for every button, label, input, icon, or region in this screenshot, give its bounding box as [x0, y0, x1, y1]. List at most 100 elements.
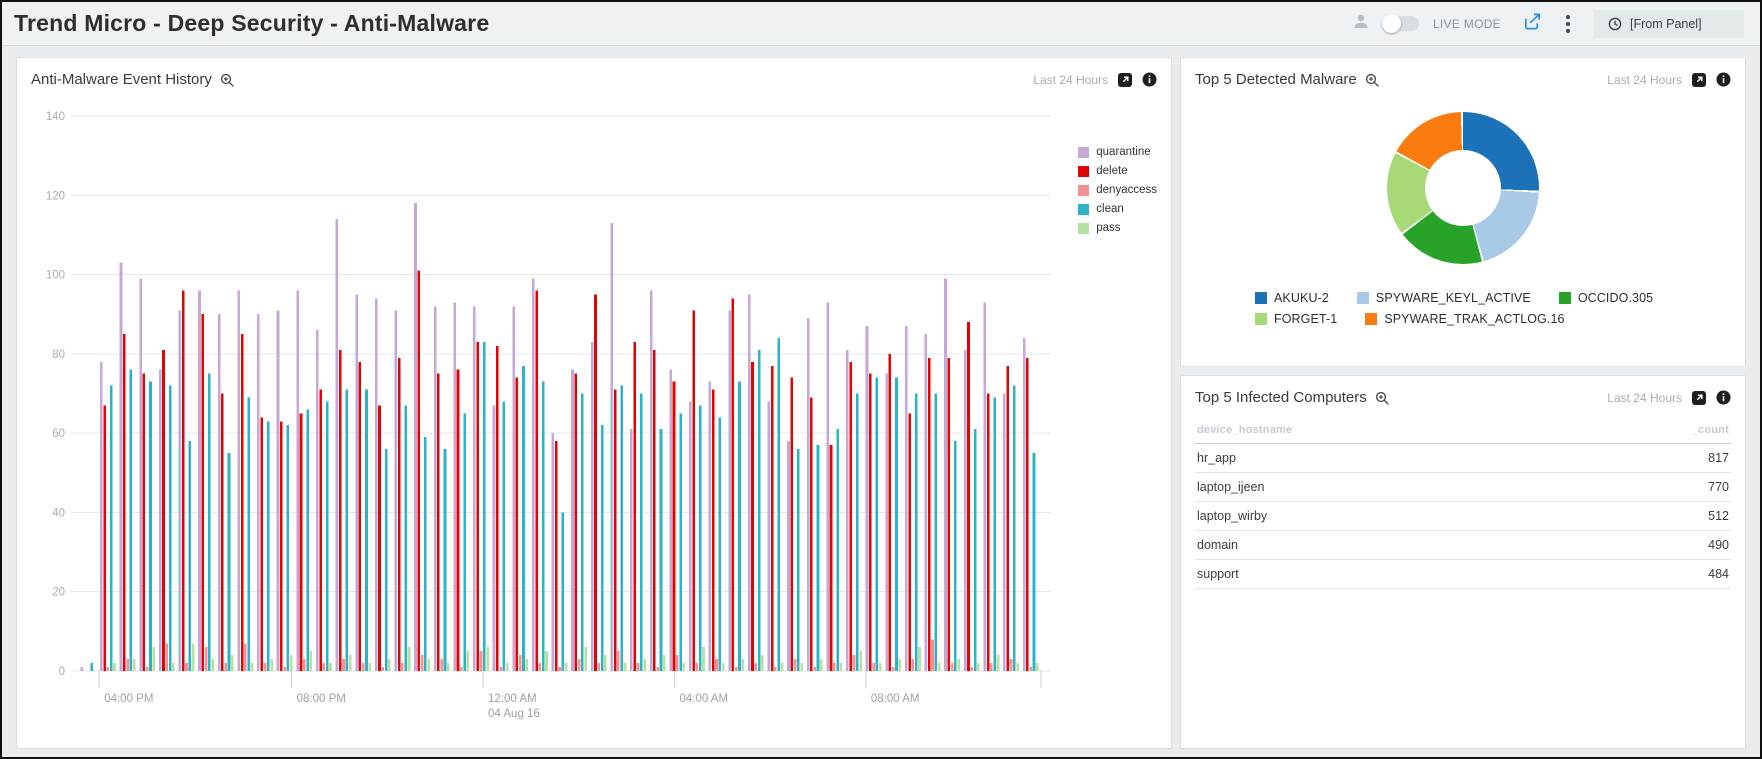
bar-pass[interactable] — [447, 663, 450, 671]
legend-item-akuku-2[interactable]: AKUKU-2 — [1255, 291, 1329, 305]
bar-delete[interactable] — [948, 358, 951, 671]
bar-quarantine[interactable] — [80, 667, 83, 671]
bar-delete[interactable] — [437, 374, 440, 671]
bar-quarantine[interactable] — [277, 310, 280, 671]
bar-delete[interactable] — [673, 382, 676, 671]
bar-pass[interactable] — [957, 659, 960, 671]
bar-clean[interactable] — [90, 663, 93, 671]
bar-denyaccess[interactable] — [264, 663, 267, 671]
bar-denyaccess[interactable] — [872, 663, 875, 671]
legend-item-occido.305[interactable]: OCCIDO.305 — [1559, 291, 1653, 305]
bar-quarantine[interactable] — [669, 370, 672, 671]
bar-pass[interactable] — [290, 655, 293, 671]
bar-quarantine[interactable] — [336, 219, 339, 671]
bar-delete[interactable] — [319, 390, 322, 671]
bar-pass[interactable] — [133, 659, 136, 671]
bar-quarantine[interactable] — [787, 441, 790, 671]
bar-clean[interactable] — [561, 512, 564, 671]
bar-quarantine[interactable] — [257, 314, 260, 671]
bar-denyaccess[interactable] — [597, 663, 600, 671]
bar-quarantine[interactable] — [591, 342, 594, 671]
bar-pass[interactable] — [153, 647, 156, 671]
bar-quarantine[interactable] — [296, 290, 299, 671]
bar-clean[interactable] — [326, 401, 329, 671]
bar-quarantine[interactable] — [866, 326, 869, 671]
bar-pass[interactable] — [604, 655, 607, 671]
bar-delete[interactable] — [967, 322, 970, 671]
bar-pass[interactable] — [899, 659, 902, 671]
zoom-in-icon[interactable] — [220, 73, 234, 87]
info-icon[interactable] — [1716, 390, 1731, 405]
zoom-in-icon[interactable] — [1365, 73, 1379, 87]
bar-pass[interactable] — [427, 659, 430, 671]
bar-denyaccess[interactable] — [283, 667, 286, 671]
bar-clean[interactable] — [817, 445, 820, 671]
bar-pass[interactable] — [624, 663, 627, 671]
bar-pass[interactable] — [467, 651, 470, 671]
bar-delete[interactable] — [496, 346, 499, 671]
bar-delete[interactable] — [790, 378, 793, 671]
table-row[interactable]: support484 — [1195, 560, 1731, 589]
bar-delete[interactable] — [614, 390, 617, 671]
bar-pass[interactable] — [741, 659, 744, 671]
bar-denyaccess[interactable] — [813, 667, 816, 671]
bar-quarantine[interactable] — [100, 362, 103, 671]
bar-denyaccess[interactable] — [794, 659, 797, 671]
bar-denyaccess[interactable] — [205, 647, 208, 671]
bar-denyaccess[interactable] — [676, 655, 679, 671]
bar-denyaccess[interactable] — [107, 667, 110, 671]
bar-pass[interactable] — [781, 663, 784, 671]
bar-denyaccess[interactable] — [323, 663, 326, 671]
bar-clean[interactable] — [974, 429, 977, 671]
bar-clean[interactable] — [365, 390, 368, 671]
bar-pass[interactable] — [1016, 663, 1019, 671]
bar-pass[interactable] — [918, 647, 921, 671]
bar-pass[interactable] — [859, 651, 862, 671]
popout-icon[interactable] — [1691, 390, 1707, 406]
bar-pass[interactable] — [977, 663, 980, 671]
bar-clean[interactable] — [660, 429, 663, 671]
bar-delete[interactable] — [182, 290, 185, 671]
bar-delete[interactable] — [712, 390, 715, 671]
legend-item-forget-1[interactable]: FORGET-1 — [1255, 312, 1337, 326]
bar-denyaccess[interactable] — [126, 659, 129, 671]
bar-quarantine[interactable] — [610, 223, 613, 671]
bar-denyaccess[interactable] — [833, 663, 836, 671]
bar-delete[interactable] — [928, 358, 931, 671]
bar-quarantine[interactable] — [355, 294, 358, 671]
bar-pass[interactable] — [329, 663, 332, 671]
bar-denyaccess[interactable] — [656, 667, 659, 671]
bar-clean[interactable] — [836, 429, 839, 671]
bar-quarantine[interactable] — [159, 370, 162, 671]
bar-quarantine[interactable] — [316, 330, 319, 671]
bar-denyaccess[interactable] — [715, 659, 718, 671]
bar-denyaccess[interactable] — [735, 667, 738, 671]
bar-clean[interactable] — [503, 401, 506, 671]
bar-pass[interactable] — [408, 647, 411, 671]
bar-denyaccess[interactable] — [381, 667, 384, 671]
bar-denyaccess[interactable] — [342, 659, 345, 671]
bar-delete[interactable] — [1026, 358, 1029, 671]
bar-quarantine[interactable] — [630, 429, 633, 671]
bar-clean[interactable] — [935, 394, 938, 672]
bar-delete[interactable] — [908, 413, 911, 671]
bar-pass[interactable] — [879, 663, 882, 671]
bar-quarantine[interactable] — [473, 306, 476, 671]
bar-quarantine[interactable] — [552, 433, 555, 671]
bar-quarantine[interactable] — [512, 306, 515, 671]
bar-pass[interactable] — [565, 663, 568, 671]
bar-delete[interactable] — [771, 366, 774, 671]
bar-pass[interactable] — [231, 655, 234, 671]
live-mode-toggle[interactable] — [1383, 16, 1419, 31]
bar-pass[interactable] — [840, 663, 843, 671]
bar-clean[interactable] — [738, 382, 741, 671]
bar-denyaccess[interactable] — [362, 663, 365, 671]
bar-delete[interactable] — [692, 310, 695, 671]
bar-quarantine[interactable] — [964, 350, 967, 671]
bar-quarantine[interactable] — [179, 310, 182, 671]
bar-delete[interactable] — [476, 342, 479, 671]
bar-quarantine[interactable] — [453, 302, 456, 671]
bar-clean[interactable] — [522, 366, 525, 671]
bar-quarantine[interactable] — [768, 401, 771, 671]
bar-denyaccess[interactable] — [912, 659, 915, 671]
